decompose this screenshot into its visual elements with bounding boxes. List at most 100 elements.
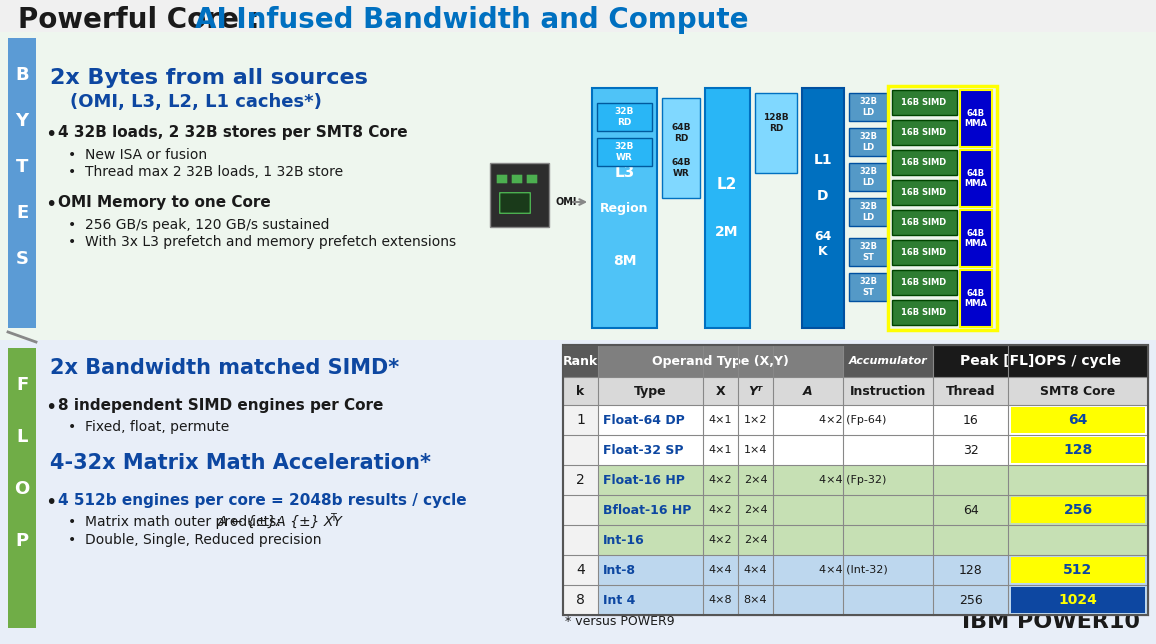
FancyBboxPatch shape <box>0 340 1156 644</box>
Text: Powerful Core :: Powerful Core : <box>18 6 269 34</box>
FancyBboxPatch shape <box>1012 557 1144 583</box>
Text: Operand Type (X,Y): Operand Type (X,Y) <box>652 354 788 368</box>
FancyBboxPatch shape <box>705 88 750 328</box>
FancyBboxPatch shape <box>598 495 843 525</box>
Text: 1024: 1024 <box>1059 593 1097 607</box>
FancyBboxPatch shape <box>843 525 933 555</box>
Text: 128: 128 <box>1065 504 1091 516</box>
FancyBboxPatch shape <box>563 465 598 495</box>
Text: •  Thread max 2 32B loads, 1 32B store: • Thread max 2 32B loads, 1 32B store <box>68 165 343 179</box>
FancyBboxPatch shape <box>892 180 957 205</box>
FancyBboxPatch shape <box>933 495 1148 525</box>
Text: 4: 4 <box>576 563 585 577</box>
Text: 16B SIMD: 16B SIMD <box>902 128 947 137</box>
Text: 32B
ST: 32B ST <box>859 242 877 261</box>
FancyBboxPatch shape <box>843 465 933 495</box>
FancyBboxPatch shape <box>1012 587 1144 613</box>
Text: 4×1: 4×1 <box>709 415 732 425</box>
FancyBboxPatch shape <box>592 88 657 328</box>
Text: Bfloat-16 HP: Bfloat-16 HP <box>603 504 691 516</box>
Text: D: D <box>817 189 829 203</box>
Text: P: P <box>15 532 29 550</box>
Text: 32B
WR: 32B WR <box>614 142 633 162</box>
FancyBboxPatch shape <box>598 585 843 615</box>
FancyBboxPatch shape <box>527 175 538 184</box>
Text: 256: 256 <box>1065 564 1091 576</box>
Text: •  Double, Single, Reduced precision: • Double, Single, Reduced precision <box>68 533 321 547</box>
Text: 4×4: 4×4 <box>709 565 732 575</box>
FancyBboxPatch shape <box>843 495 933 525</box>
FancyBboxPatch shape <box>563 377 1148 405</box>
FancyBboxPatch shape <box>598 465 843 495</box>
FancyBboxPatch shape <box>843 345 933 377</box>
FancyBboxPatch shape <box>892 90 957 115</box>
FancyBboxPatch shape <box>933 525 1148 555</box>
Text: O: O <box>14 480 30 498</box>
Text: 64: 64 <box>1069 444 1087 457</box>
Text: OMI: OMI <box>556 197 577 207</box>
FancyBboxPatch shape <box>849 93 887 121</box>
FancyBboxPatch shape <box>563 585 598 615</box>
FancyBboxPatch shape <box>1012 407 1144 433</box>
FancyBboxPatch shape <box>499 193 531 213</box>
Text: 32B
ST: 32B ST <box>859 278 877 297</box>
Text: 16B SIMD: 16B SIMD <box>902 158 947 167</box>
Text: 2: 2 <box>576 473 585 487</box>
FancyBboxPatch shape <box>892 240 957 265</box>
Text: X: X <box>716 384 725 397</box>
FancyBboxPatch shape <box>959 90 992 147</box>
FancyBboxPatch shape <box>0 0 1156 32</box>
Text: 64B
MMA: 64B MMA <box>964 289 987 308</box>
Text: F: F <box>16 376 28 394</box>
Text: Instruction: Instruction <box>850 384 926 397</box>
Text: •  With 3x L3 prefetch and memory prefetch extensions: • With 3x L3 prefetch and memory prefetc… <box>68 235 457 249</box>
Text: 16: 16 <box>963 413 978 426</box>
FancyBboxPatch shape <box>849 128 887 156</box>
Text: 4 32B loads, 2 32B stores per SMT8 Core: 4 32B loads, 2 32B stores per SMT8 Core <box>58 125 408 140</box>
FancyBboxPatch shape <box>892 210 957 235</box>
Text: Thread: Thread <box>946 384 995 397</box>
FancyBboxPatch shape <box>563 345 1148 615</box>
Text: 32B
RD: 32B RD <box>614 108 633 127</box>
Text: •  Matrix math outer products:: • Matrix math outer products: <box>68 515 290 529</box>
Text: 4×4: 4×4 <box>743 565 768 575</box>
Text: 2×4: 2×4 <box>743 535 768 545</box>
Text: A: A <box>803 384 813 397</box>
Text: 64
K: 64 K <box>814 230 831 258</box>
FancyBboxPatch shape <box>1012 437 1144 463</box>
Text: 8M: 8M <box>613 254 636 268</box>
FancyBboxPatch shape <box>755 93 796 173</box>
Text: 128B
RD: 128B RD <box>763 113 788 133</box>
FancyBboxPatch shape <box>563 525 598 555</box>
Text: L: L <box>16 428 28 446</box>
Text: 2×4: 2×4 <box>743 475 768 485</box>
Text: •  256 GB/s peak, 120 GB/s sustained: • 256 GB/s peak, 120 GB/s sustained <box>68 218 329 232</box>
Text: 64: 64 <box>963 504 978 516</box>
FancyBboxPatch shape <box>933 435 1148 465</box>
Text: 512: 512 <box>1064 563 1092 577</box>
Text: S: S <box>15 250 29 268</box>
FancyBboxPatch shape <box>8 348 36 628</box>
Text: Peak [FL]OPS / cycle: Peak [FL]OPS / cycle <box>959 354 1121 368</box>
FancyBboxPatch shape <box>849 163 887 191</box>
Text: A ← {±}A {±} XY: A ← {±}A {±} XY <box>218 515 343 529</box>
Text: * versus POWER9: * versus POWER9 <box>565 615 675 628</box>
Text: 1×4: 1×4 <box>743 445 768 455</box>
Text: E: E <box>16 204 28 222</box>
FancyBboxPatch shape <box>933 585 1148 615</box>
Text: Int-8: Int-8 <box>603 564 636 576</box>
FancyBboxPatch shape <box>0 30 1156 340</box>
FancyBboxPatch shape <box>598 555 843 585</box>
FancyBboxPatch shape <box>933 345 1148 377</box>
FancyBboxPatch shape <box>843 405 933 435</box>
Text: 64B
WR: 64B WR <box>672 158 691 178</box>
Text: L2: L2 <box>717 176 738 191</box>
Text: 16B SIMD: 16B SIMD <box>902 218 947 227</box>
FancyBboxPatch shape <box>933 405 1148 435</box>
Text: 4×8: 4×8 <box>709 595 732 605</box>
FancyBboxPatch shape <box>843 555 933 585</box>
Text: 32B
LD: 32B LD <box>859 167 877 187</box>
Text: 32: 32 <box>963 444 978 457</box>
Text: •: • <box>45 398 57 417</box>
FancyBboxPatch shape <box>933 555 1148 585</box>
